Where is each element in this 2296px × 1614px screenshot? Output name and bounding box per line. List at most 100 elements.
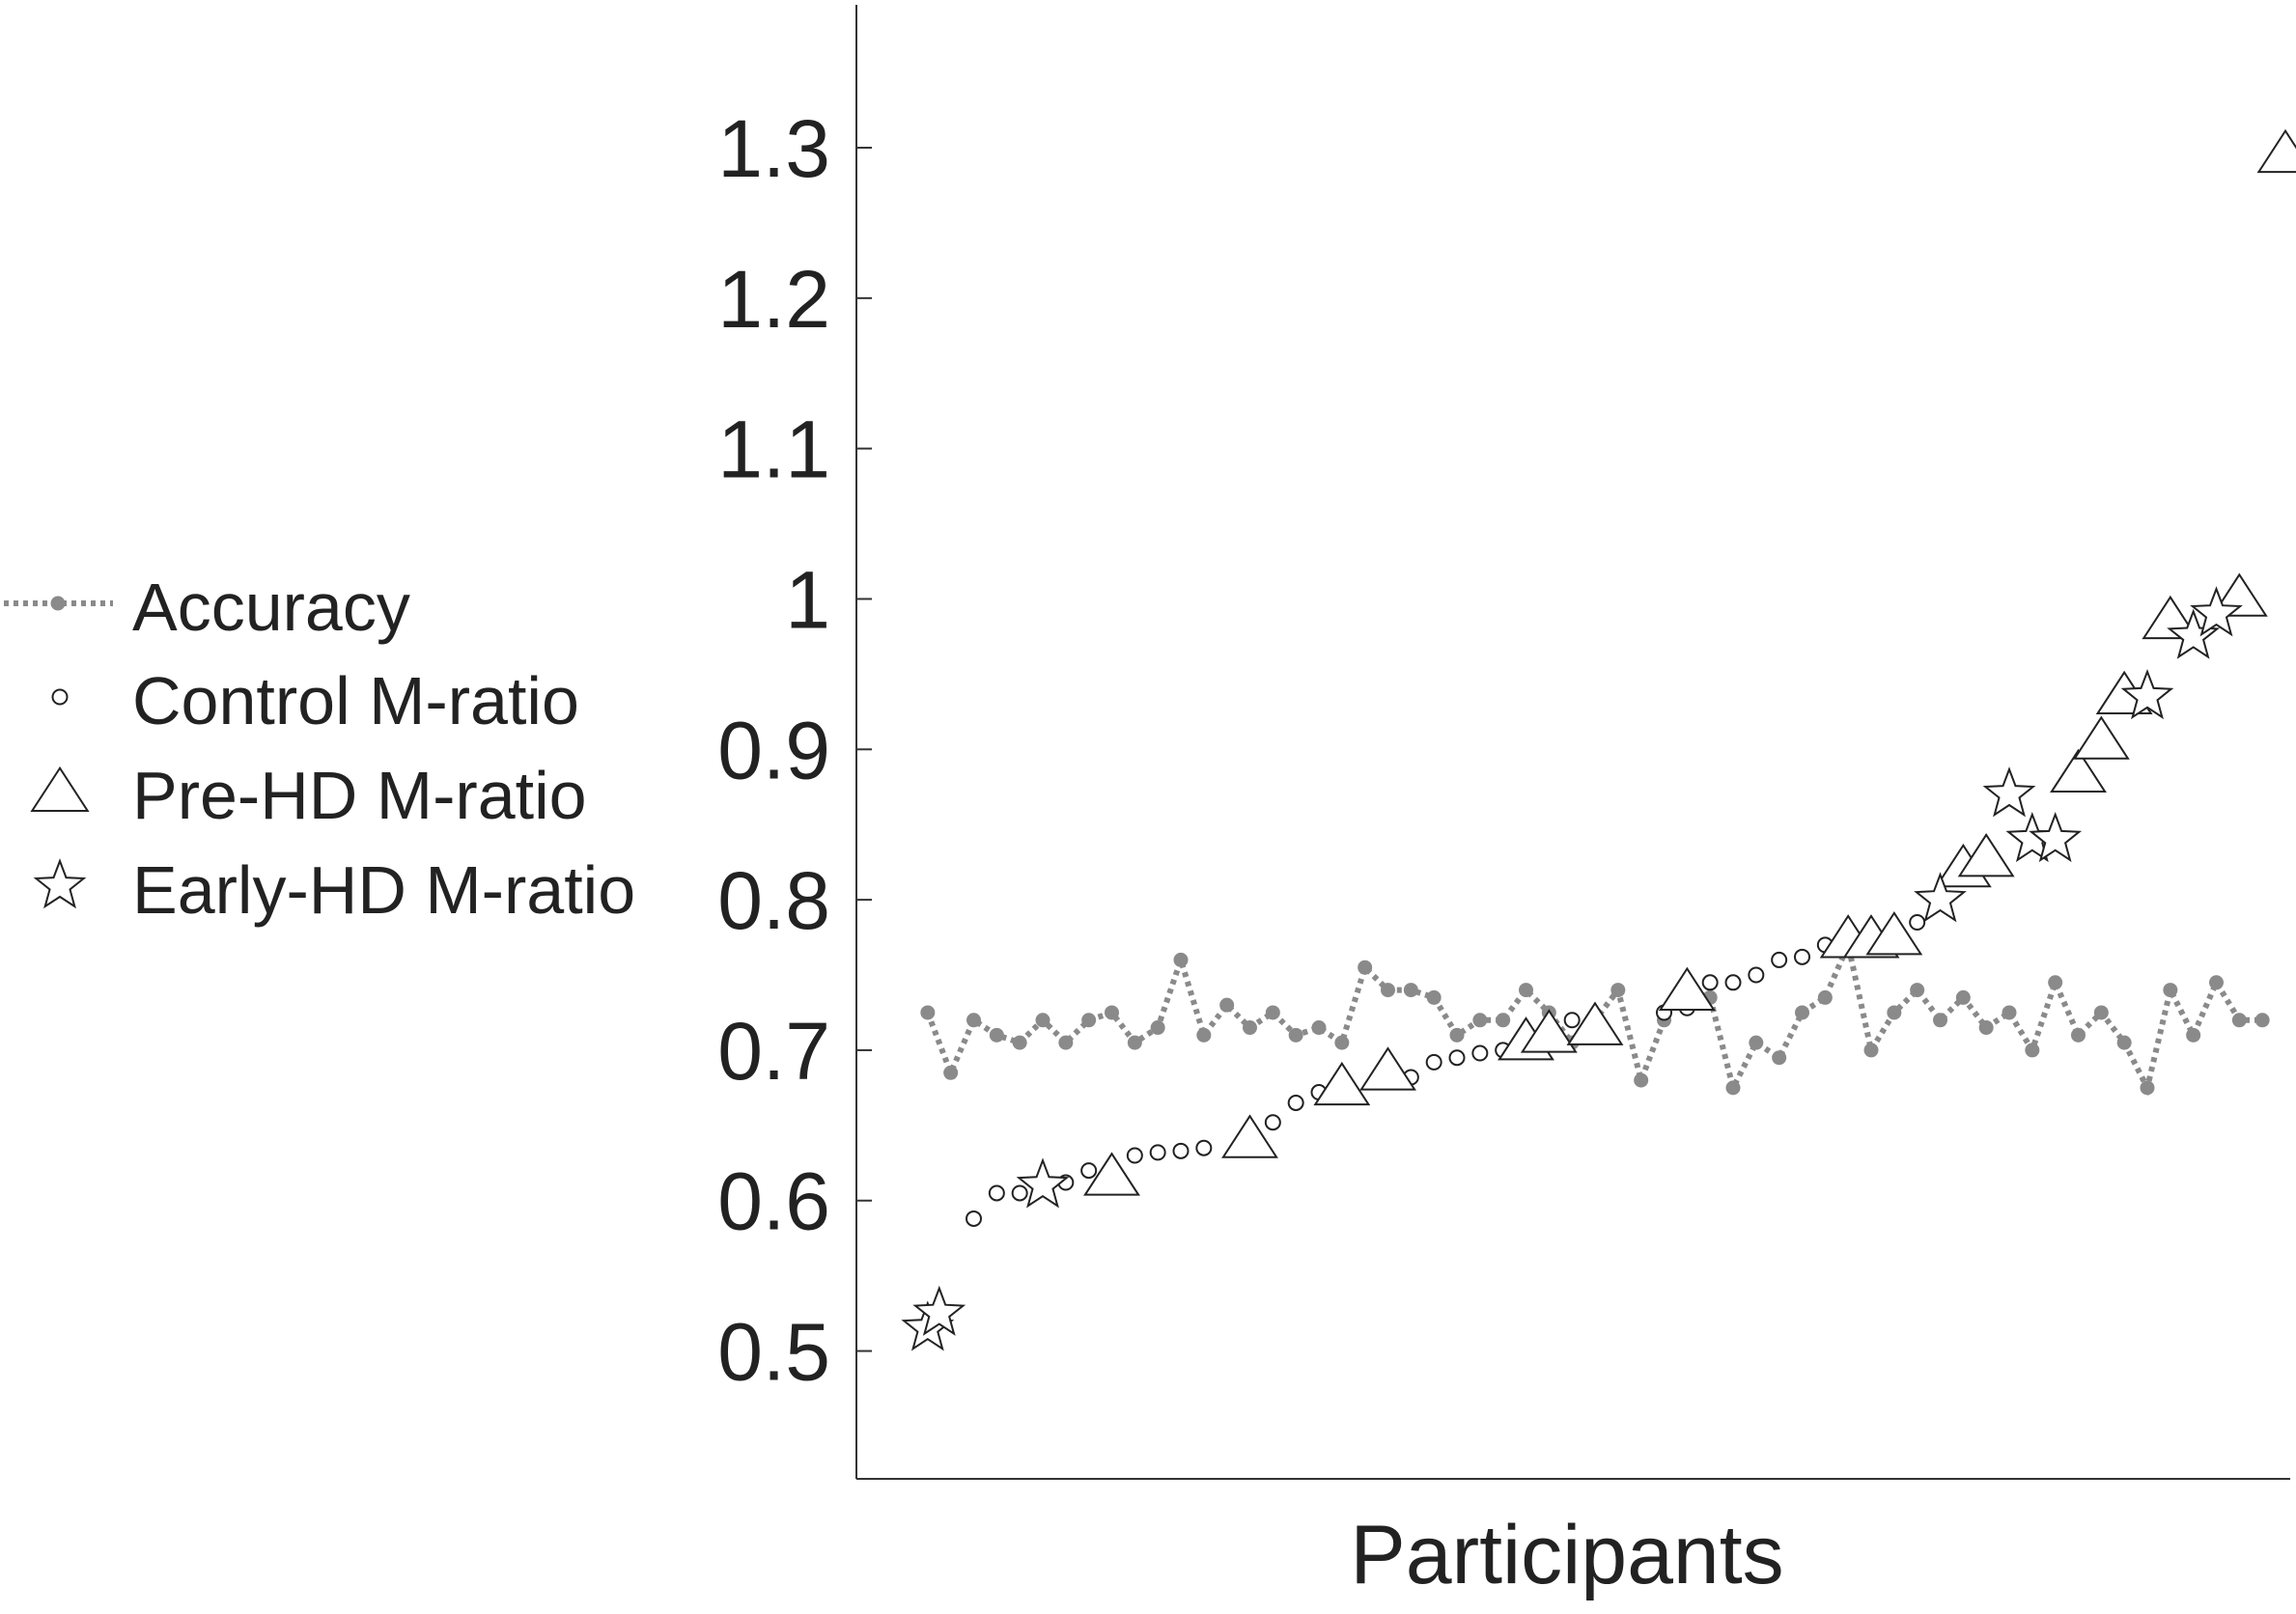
accuracy-point	[1449, 1027, 1465, 1043]
legend-label: Pre-HD M-ratio	[132, 758, 587, 833]
control-point	[1126, 1147, 1143, 1164]
control-point	[1448, 1049, 1466, 1067]
legend-label: Accuracy	[132, 570, 410, 645]
pre-hd-point	[2050, 748, 2107, 793]
accuracy-point	[2163, 983, 2178, 998]
pre-hd-point	[2256, 128, 2296, 174]
accuracy-point	[2254, 1013, 2270, 1028]
y-tick-label: 1.3	[717, 103, 830, 194]
accuracy-point	[2048, 975, 2063, 990]
accuracy-point	[2071, 1027, 2086, 1043]
accuracy-point	[1012, 1035, 1027, 1050]
accuracy-point	[1196, 1027, 1212, 1043]
pre-hd-point	[1083, 1152, 1140, 1196]
accuracy-point	[1795, 1005, 1809, 1020]
pre-hd-point	[1221, 1114, 1278, 1158]
early-hd-point	[1914, 872, 1967, 923]
pre-hd-point	[1520, 1009, 1578, 1053]
accuracy-point	[2209, 975, 2224, 990]
control-point	[1264, 1114, 1281, 1131]
control-point	[1425, 1053, 1442, 1071]
accuracy-point	[1426, 989, 1442, 1005]
legend-early-hd-marker	[33, 858, 87, 909]
accuracy-point	[1105, 1005, 1119, 1020]
y-tick-label: 0.9	[717, 705, 830, 795]
control-point	[1563, 1012, 1581, 1029]
y-ticks: 0.5 0.6 0.7 0.8 0.9 1 1.1 1.2 1.3	[717, 103, 872, 1398]
accuracy-point	[2140, 1080, 2155, 1096]
accuracy-point	[2025, 1043, 2040, 1058]
accuracy-point	[1403, 983, 1418, 998]
legend: Accuracy Control M-ratio Pre-HD M-ratio Ear…	[4, 570, 635, 928]
data-marks	[901, 128, 2296, 1351]
pre-hd-point	[1566, 1001, 1624, 1045]
pre-hd-point	[2072, 715, 2130, 760]
accuracy-point	[1127, 1035, 1142, 1050]
accuracy-point	[1817, 989, 1833, 1005]
accuracy-point	[1311, 1020, 1327, 1036]
y-tick-label: 1	[785, 554, 830, 645]
accuracy-point	[1288, 1027, 1303, 1043]
accuracy-point	[920, 1005, 936, 1020]
accuracy-point	[2116, 1035, 2132, 1050]
accuracy-point	[1243, 1020, 1257, 1036]
pre-hd-point	[1865, 911, 1923, 956]
legend-accuracy-marker	[50, 596, 66, 611]
accuracy-point	[1058, 1035, 1074, 1050]
control-point	[1771, 951, 1788, 968]
control-point	[1149, 1144, 1166, 1161]
accuracy-point	[1772, 1050, 1787, 1066]
pre-hd-point	[1957, 833, 2015, 877]
control-point	[1287, 1094, 1304, 1111]
accuracy-point	[1173, 952, 1189, 967]
accuracy-point	[1933, 1013, 1947, 1028]
early-hd-point	[912, 1285, 966, 1336]
y-tick-label: 0.8	[717, 855, 830, 946]
series-pre-hd-m-ratio	[1083, 128, 2296, 1196]
control-point	[966, 1210, 982, 1227]
legend-label: Early-HD M-ratio	[132, 852, 635, 928]
legend-control-marker	[51, 688, 69, 706]
accuracy-point	[1081, 1013, 1097, 1028]
accuracy-point	[1610, 983, 1626, 998]
legend-pre-hd-marker	[30, 765, 90, 812]
pre-hd-point	[1313, 1061, 1371, 1106]
control-point	[1748, 966, 1765, 984]
accuracy-point	[1749, 1035, 1764, 1050]
accuracy-point	[1955, 989, 1971, 1005]
early-hd-point	[2120, 668, 2174, 720]
x-axis-label: Participants	[1350, 1509, 1783, 1601]
early-hd-point	[1982, 766, 2036, 818]
control-point	[1909, 913, 1926, 931]
accuracy-point	[1219, 997, 1235, 1013]
control-point	[988, 1184, 1005, 1202]
accuracy-point	[1334, 1035, 1350, 1050]
axes	[855, 5, 2290, 1480]
early-hd-point	[2029, 811, 2083, 863]
y-tick-label: 0.7	[717, 1006, 830, 1097]
early-hd-point	[2190, 586, 2243, 637]
control-point	[1471, 1044, 1489, 1062]
series-early-hd-m-ratio	[901, 586, 2243, 1351]
control-point	[1701, 974, 1719, 991]
legend-label: Control M-ratio	[132, 663, 579, 738]
accuracy-point	[1910, 983, 1925, 998]
y-tick-label: 0.5	[717, 1307, 830, 1398]
y-tick-label: 1.2	[717, 254, 830, 345]
control-point	[1172, 1142, 1190, 1159]
accuracy-point	[2093, 1005, 2109, 1020]
control-point	[1724, 974, 1742, 991]
accuracy-point	[966, 1013, 981, 1028]
accuracy-point	[1381, 983, 1395, 998]
accuracy-point	[2186, 1027, 2201, 1043]
control-point	[1195, 1139, 1213, 1156]
accuracy-point	[2002, 1005, 2017, 1020]
accuracy-point	[1887, 1005, 1902, 1020]
legend-item: Early-HD M-ratio	[33, 852, 635, 928]
accuracy-point	[1978, 1020, 1994, 1036]
pre-hd-point	[1658, 966, 1716, 1011]
accuracy-point	[1634, 1072, 1649, 1088]
control-point	[1794, 948, 1810, 965]
accuracy-point	[989, 1027, 1004, 1043]
